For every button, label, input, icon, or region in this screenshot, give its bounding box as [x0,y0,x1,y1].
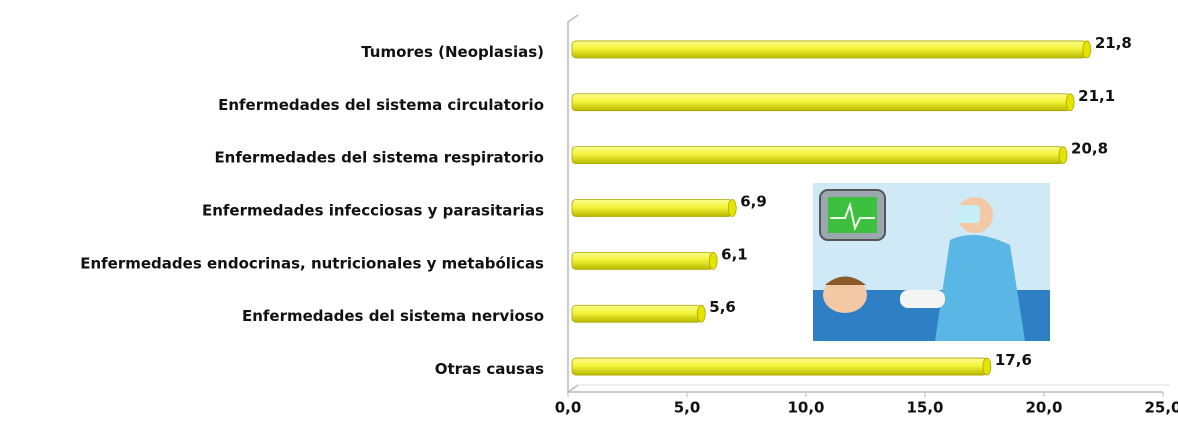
illustration [813,183,1050,341]
value-label: 20,8 [1071,140,1108,158]
bar-cap [1083,41,1091,58]
value-label: 6,9 [740,193,767,211]
x-tick-label: 20,0 [1025,399,1062,417]
y-tick-label: Enfermedades del sistema circulatorio [218,96,544,114]
y-tick-label: Otras causas [435,360,544,378]
bar [572,94,1070,111]
y-tick-label: Enfermedades del sistema nervioso [242,307,544,325]
value-label: 21,1 [1078,87,1115,105]
bar-cap [983,358,991,375]
bar [572,147,1063,164]
x-tick-label: 10,0 [787,399,824,417]
x-tick-label: 0,0 [555,399,582,417]
bar [572,305,701,322]
bar [572,41,1087,58]
bar [572,252,713,269]
chart: 0,0 5,0 10,0 15,0 20,0 25,0 Tumores (Neoplasia… [0,0,1178,437]
value-label: 21,8 [1095,34,1132,52]
value-label: 17,6 [995,351,1032,369]
bar-cap [1059,147,1067,164]
bar [572,358,987,375]
value-label: 5,6 [709,298,736,316]
bar-cap [728,200,736,217]
bar-cap [709,252,717,269]
x-tick-label: 25,0 [1144,399,1178,417]
y-tick-label: Enfermedades endocrinas, nutricionales y… [80,254,544,272]
bar [572,200,732,217]
y-tick-label: Tumores (Neoplasias) [361,43,544,61]
y-tick-label: Enfermedades del sistema respiratorio [214,149,544,167]
y-tick-label: Enfermedades infecciosas y parasitarias [202,202,544,220]
value-label: 6,1 [721,245,748,263]
bar-cap [697,305,705,322]
bar-cap [1066,94,1074,111]
x-tick-label: 15,0 [906,399,943,417]
x-tick-label: 5,0 [674,399,701,417]
